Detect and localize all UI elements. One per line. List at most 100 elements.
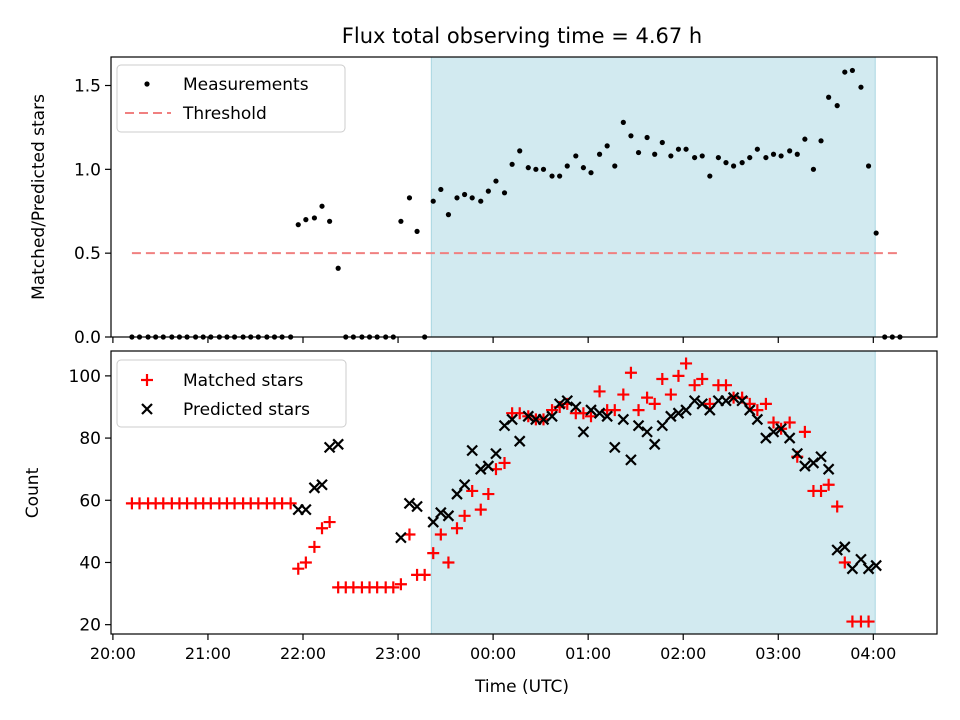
y-tick-label: 0.0 (74, 328, 101, 348)
ratio-shaded-interval (430, 56, 876, 338)
x-tick-label: 03:00 (755, 644, 801, 663)
measurement-point (588, 170, 594, 176)
predicted-star-point (720, 394, 732, 407)
predicted-star-point (601, 410, 613, 423)
measurement-point (517, 148, 523, 154)
predicted-star-point (537, 413, 550, 426)
matched-star-point (632, 404, 645, 417)
matched-star-point (822, 478, 835, 491)
predicted-star-point (680, 404, 692, 416)
x-tick-label: 22:00 (280, 644, 326, 663)
predicted-star-point (688, 394, 701, 407)
matched-star-point (434, 528, 447, 541)
matched-star-point (656, 372, 669, 385)
predicted-star-point (641, 426, 653, 438)
predicted-star-point (727, 391, 740, 404)
predicted-star-point (308, 482, 321, 494)
count-shaded-interval (430, 350, 876, 635)
x-axis-label: Time (UTC) (474, 677, 569, 697)
predicted-star-point (736, 394, 748, 407)
measurement-point (683, 146, 689, 152)
ratio-y-axis-label: Matched/Predicted stars (29, 94, 49, 300)
measurement-point (644, 134, 650, 141)
measurement-point (668, 153, 674, 159)
measurement-point (533, 166, 539, 172)
predicted-star-point (451, 488, 463, 500)
ratio-legend: Measurements Threshold (116, 64, 346, 133)
measurement-point (596, 151, 603, 157)
matched-star-point (719, 379, 732, 392)
predicted-star-point (665, 410, 677, 423)
measurement-point (818, 138, 824, 144)
measurement-point (335, 265, 341, 271)
predicted-star-point (395, 531, 407, 544)
measurement-point (501, 190, 508, 196)
matched-star-point (751, 404, 764, 417)
x-tick-label: 20:00 (90, 644, 136, 663)
measurement-point (478, 198, 484, 204)
measurement-point (327, 218, 333, 224)
predicted-star-point (862, 562, 875, 575)
legend-predicted-label: Predicted stars (183, 400, 310, 420)
measurement-point (699, 153, 705, 159)
y-tick-label: 0.5 (74, 244, 101, 264)
predicted-star-point (411, 500, 423, 513)
ratio-x-axis (112, 337, 874, 343)
matched-star-point (648, 397, 661, 410)
predicted-star-point (490, 447, 502, 460)
matched-star-point (688, 379, 701, 392)
matched-star-point (427, 547, 440, 560)
matched-star-point (323, 516, 336, 529)
count-plot-frame (110, 350, 938, 635)
predicted-star-point (513, 435, 526, 447)
measurement-point (406, 195, 413, 201)
matched-star-point (546, 404, 559, 417)
measurement-point (430, 198, 436, 204)
measurement-point (787, 148, 793, 154)
measurement-point (580, 165, 587, 171)
y-tick-label: 100 (69, 367, 101, 387)
measurement-point (692, 154, 698, 161)
predicted-star-point (577, 426, 590, 438)
predicted-star-point (870, 559, 882, 572)
x-tick-label: 02:00 (660, 644, 706, 663)
measurement-point (842, 69, 848, 75)
predicted-star-point (767, 426, 780, 438)
matched-star-point (680, 357, 693, 370)
count-x-axis: 20:00 21:00 22:00 23:00 00:00 01:00 02:00 03:00… (90, 634, 896, 663)
matched-star-point (474, 503, 487, 516)
matched-star-point (482, 488, 495, 501)
measurement-point (414, 228, 420, 234)
matched-star-point (664, 388, 677, 401)
predicted-star-point (466, 444, 478, 457)
measurement-point (612, 163, 618, 169)
measurement-point (549, 173, 555, 179)
measurement-point (557, 173, 563, 179)
predicted-star-point (585, 404, 597, 416)
predicted-star-point (300, 503, 312, 516)
measurement-point (810, 166, 817, 172)
legend-predicted-marker (141, 403, 153, 415)
measurement-point (461, 191, 468, 198)
predicted-star-point (332, 438, 344, 451)
legend-matched-marker (141, 374, 153, 386)
predicted-star-point (546, 410, 558, 423)
measurement-point (295, 222, 301, 228)
y-tick-label: 1.0 (74, 160, 101, 180)
predicted-star-point (855, 553, 867, 566)
ratio-plot-frame (110, 56, 938, 338)
measurement-point (454, 195, 460, 201)
count-y-axis-label: Count (23, 467, 43, 518)
matched-stars-points (126, 357, 875, 628)
matched-star-point (831, 500, 844, 513)
y-tick-label: 80 (79, 429, 101, 449)
matched-star-point (458, 509, 471, 522)
x-tick-label: 01:00 (565, 644, 611, 663)
matched-star-point (387, 581, 400, 594)
measurement-point (826, 94, 832, 100)
measurement-point (675, 146, 682, 152)
measurement-point (525, 165, 531, 171)
matched-star-point (617, 388, 630, 401)
matched-star-point (672, 369, 685, 382)
predicted-star-point (632, 419, 645, 432)
